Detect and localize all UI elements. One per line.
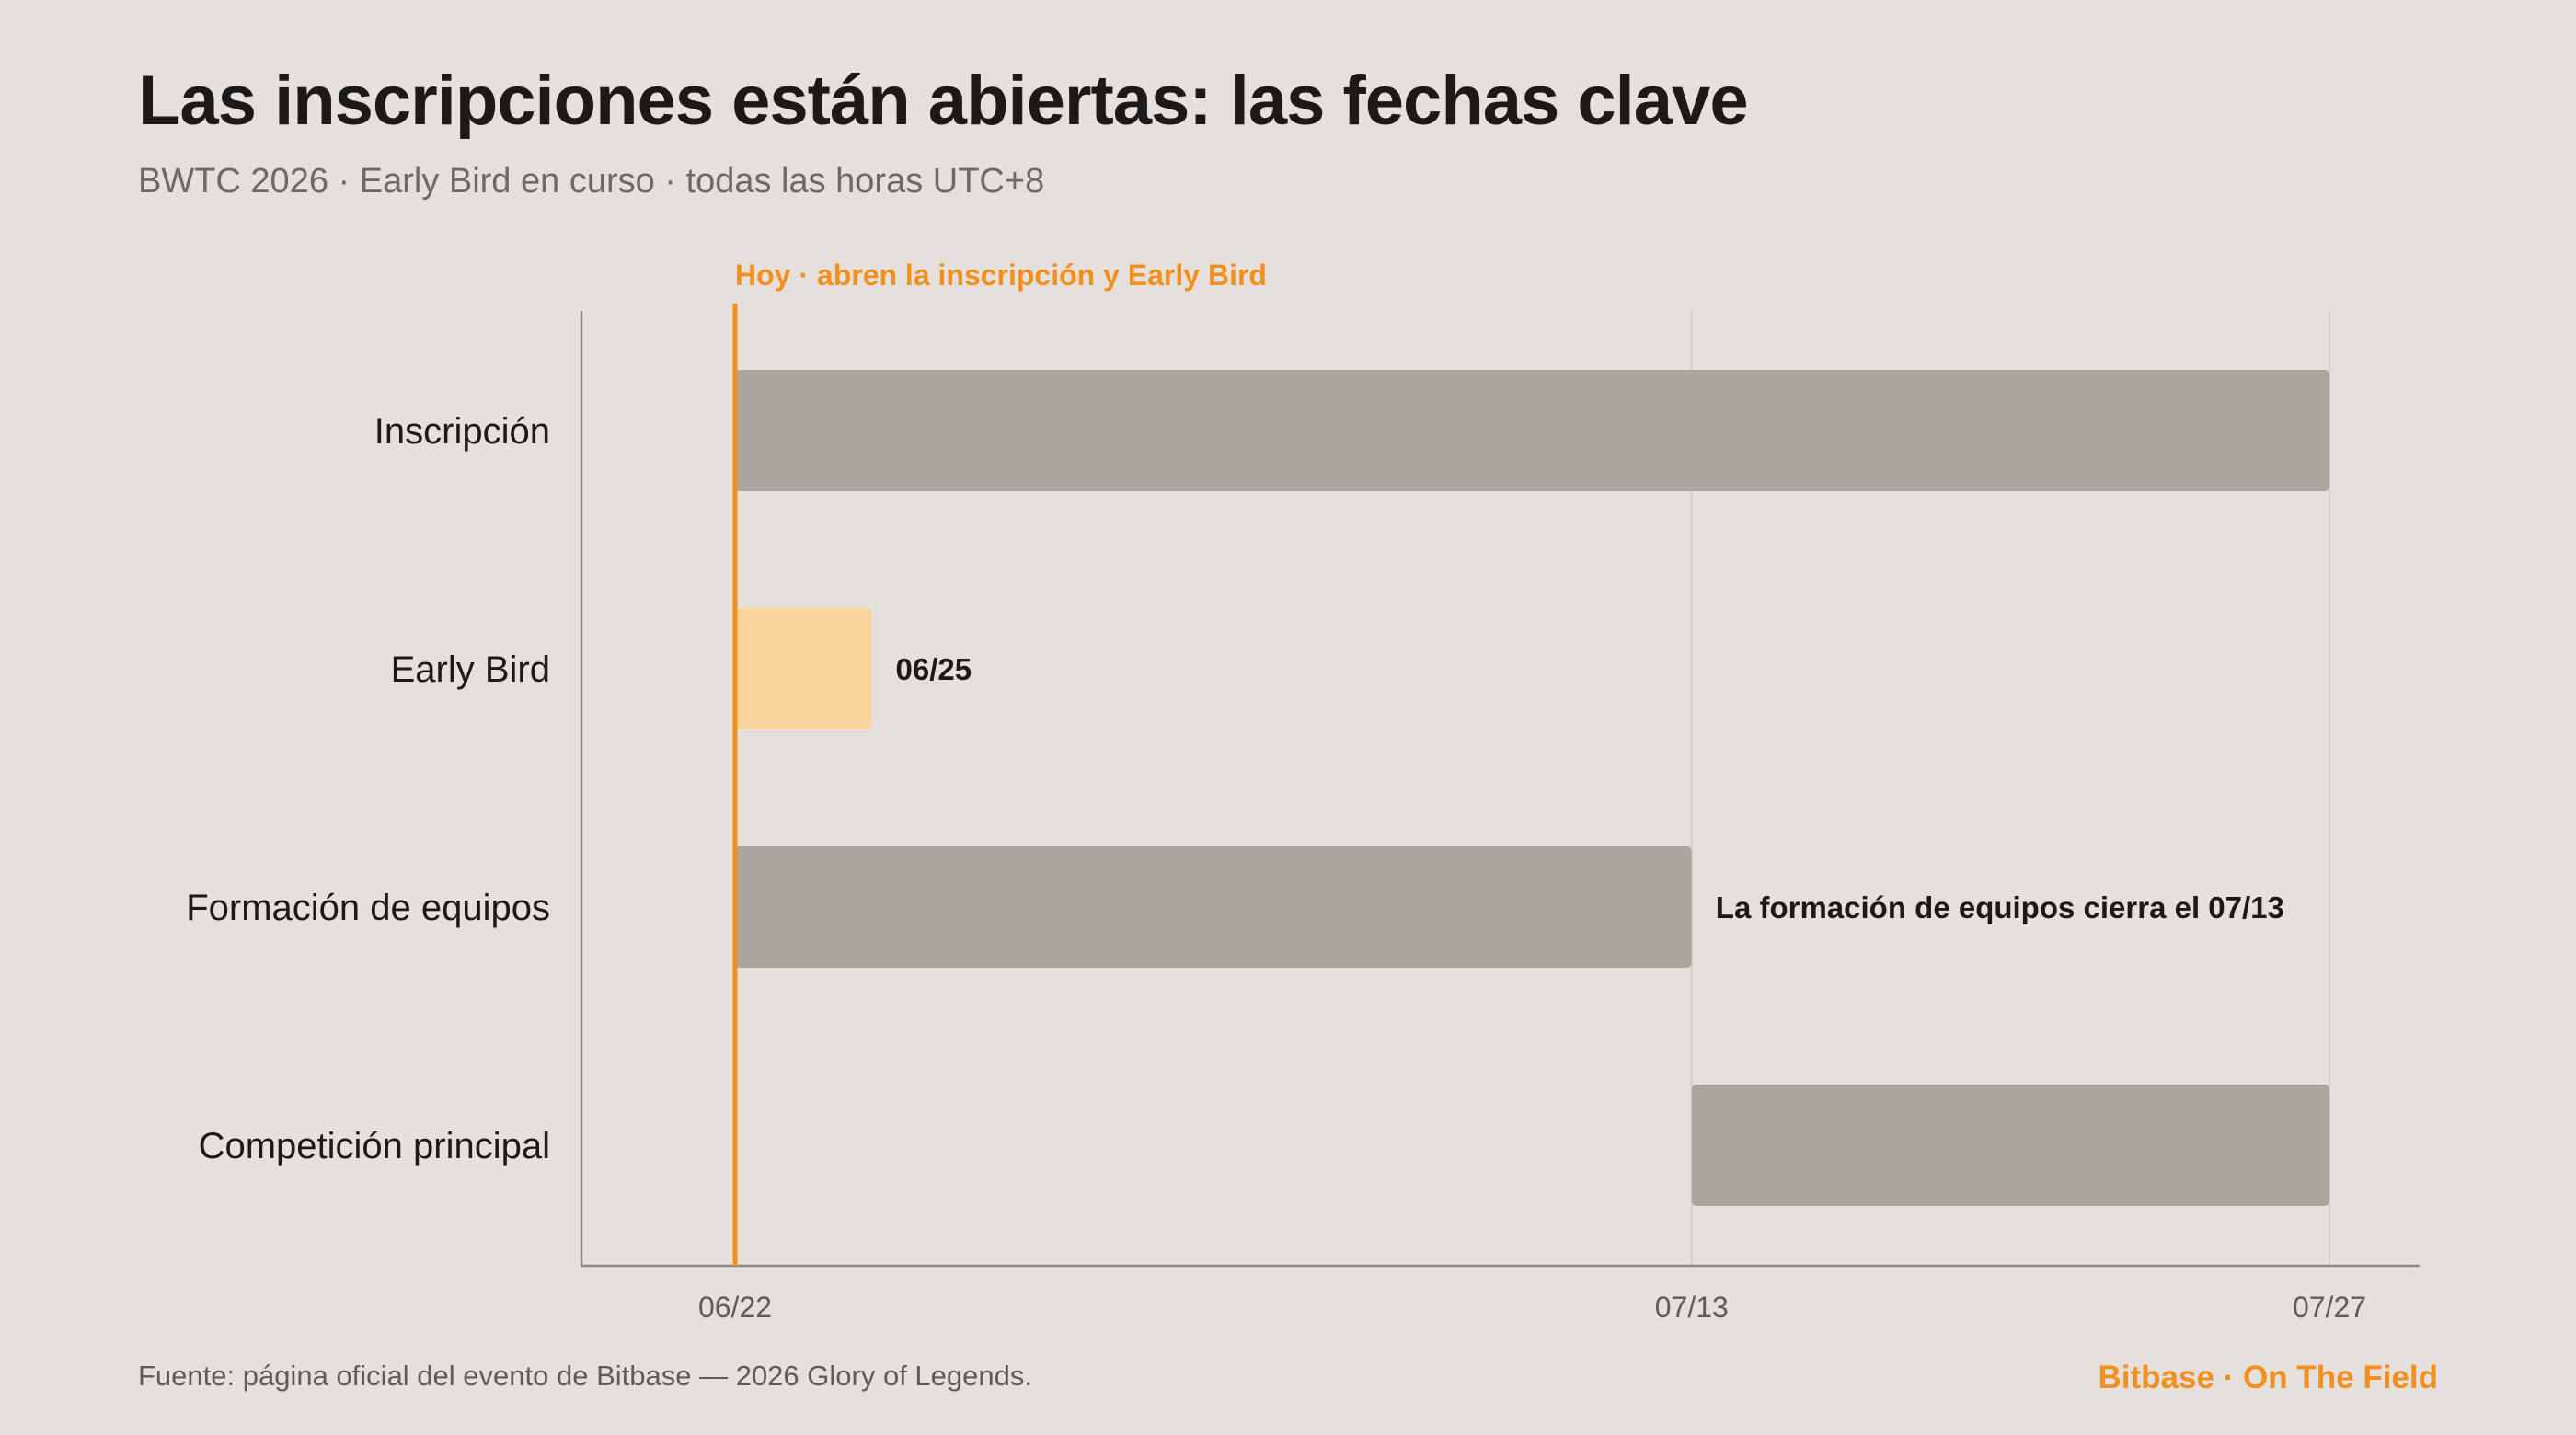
chart-title: Las inscripciones están abiertas: las fe… xyxy=(138,62,1749,140)
x-tick-label: 07/27 xyxy=(2293,1291,2366,1324)
category-label: Formación de equipos xyxy=(186,888,550,928)
bars xyxy=(735,370,2329,1206)
bar-2 xyxy=(735,608,872,729)
x-tick-label: 07/13 xyxy=(1655,1291,1729,1324)
bar-1 xyxy=(735,370,2329,491)
category-label: Inscripción xyxy=(374,411,550,452)
x-tick-label: 06/22 xyxy=(698,1291,772,1324)
bar-data-label: La formación de equipos cierra el 07/13 xyxy=(1716,890,2284,924)
bar-4 xyxy=(1691,1085,2329,1206)
bar-3 xyxy=(735,846,1692,968)
bar-data-label: 06/25 xyxy=(896,652,972,686)
today-label: Hoy · abren la inscripción y Early Bird xyxy=(735,258,1267,292)
source-note: Fuente: página oficial del evento de Bit… xyxy=(138,1360,1032,1392)
category-label: Competición principal xyxy=(199,1126,550,1166)
chart-subtitle: BWTC 2026 · Early Bird en curso · todas … xyxy=(138,162,1045,201)
brand-logo-text: Bitbase · On The Field xyxy=(2098,1360,2438,1395)
axes: 06/22 07/13 07/27 xyxy=(580,311,2420,1324)
today-marker: Hoy · abren la inscripción y Early Bird xyxy=(732,258,1267,1266)
labels: Inscripción Early Bird Formación de equipo… xyxy=(186,411,2284,1166)
category-label: Early Bird xyxy=(391,649,550,690)
